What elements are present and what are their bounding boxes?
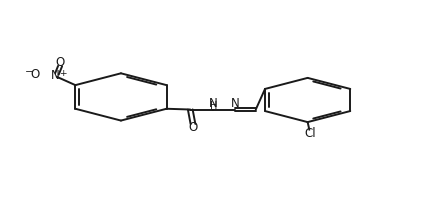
Text: O: O: [30, 68, 39, 81]
Text: N: N: [51, 69, 60, 83]
Text: O: O: [188, 121, 198, 134]
Text: −: −: [25, 67, 33, 77]
Text: H: H: [210, 101, 217, 111]
Text: O: O: [56, 56, 65, 69]
Text: Cl: Cl: [304, 127, 316, 140]
Text: N: N: [209, 97, 218, 110]
Text: N: N: [231, 97, 240, 110]
Text: +: +: [59, 69, 67, 78]
